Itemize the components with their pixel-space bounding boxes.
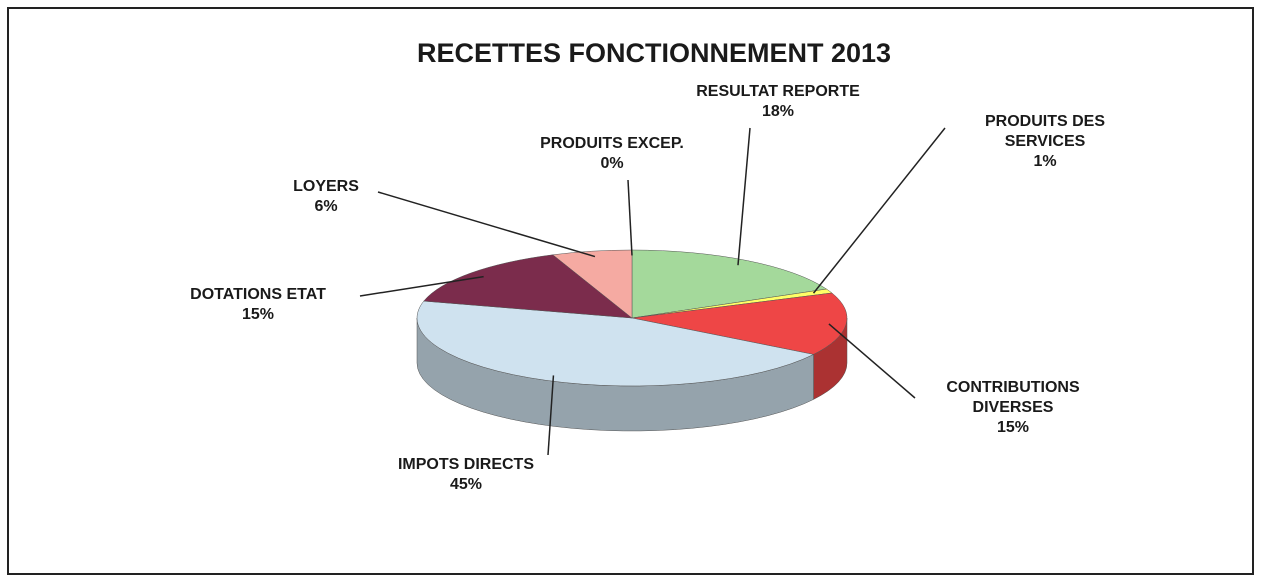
data-label: LOYERS 6% [266,177,386,217]
category-label: RESULTAT REPORTE [696,83,860,100]
value-label: 45% [449,476,483,493]
data-label: PRODUITS EXCEP. 0% [492,134,732,174]
value-label: 6% [314,198,338,215]
leader-line [377,191,596,258]
pie-tops [416,249,848,387]
value-label: 1% [1033,153,1057,170]
chart-title: RECETTES FONCTIONNEMENT 2013 [416,38,892,68]
data-label: PRODUITS DES SERVICES 1% [950,112,1140,172]
data-label: DOTATIONS ETAT 15% [138,285,378,325]
value-label: 18% [761,103,795,120]
data-label: IMPOTS DIRECTS 45% [346,455,586,495]
category-label: PRODUITS DES SERVICES [984,113,1105,150]
slice [423,254,633,319]
leaders [359,127,946,456]
pie-sides [416,317,848,432]
value-label: 0% [600,155,624,172]
category-label: PRODUITS EXCEP. [540,135,684,152]
data-label: CONTRIBUTIONS DIVERSES 15% [913,378,1113,438]
leader-line [812,127,946,294]
leader-line [737,127,751,266]
value-label: 15% [241,306,275,323]
value-label: 15% [996,419,1030,436]
leader-line [828,323,916,399]
category-label: IMPOTS DIRECTS [397,456,534,473]
slice [416,300,815,387]
category-label: LOYERS [293,178,359,195]
slice [631,292,848,355]
leader-line [627,179,633,256]
category-label: DOTATIONS ETAT [190,286,326,303]
data-label: RESULTAT REPORTE 18% [648,82,908,122]
leader-line [547,375,555,456]
category-label: CONTRIBUTIONS DIVERSES [946,379,1080,416]
slice [631,249,828,319]
leader-line [359,275,484,297]
